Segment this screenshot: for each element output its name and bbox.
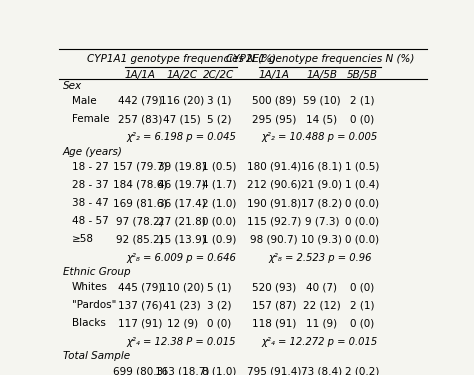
Text: 0 (0.0): 0 (0.0) xyxy=(345,198,379,208)
Text: 520 (93): 520 (93) xyxy=(252,282,296,292)
Text: χ²₂ = 6.198 p = 0.045: χ²₂ = 6.198 p = 0.045 xyxy=(127,132,237,142)
Text: 39 (19.8): 39 (19.8) xyxy=(158,162,206,172)
Text: 0 (0): 0 (0) xyxy=(350,114,374,124)
Text: 40 (7): 40 (7) xyxy=(306,282,337,292)
Text: 118 (91): 118 (91) xyxy=(252,318,296,328)
Text: Whites: Whites xyxy=(72,282,108,292)
Text: 2 (1): 2 (1) xyxy=(350,300,374,310)
Text: 1A/1A: 1A/1A xyxy=(259,70,290,80)
Text: 1A/1A: 1A/1A xyxy=(125,70,155,80)
Text: Age (years): Age (years) xyxy=(63,147,123,157)
Text: 73 (8.4): 73 (8.4) xyxy=(301,366,343,375)
Text: 4 (1.7): 4 (1.7) xyxy=(202,180,237,190)
Text: χ²₈ = 6.009 p = 0.646: χ²₈ = 6.009 p = 0.646 xyxy=(127,253,237,262)
Text: 163 (18.7): 163 (18.7) xyxy=(155,366,210,375)
Text: 0 (0): 0 (0) xyxy=(350,282,374,292)
Text: 9 (7.3): 9 (7.3) xyxy=(305,216,339,226)
Text: 46 (19.7): 46 (19.7) xyxy=(158,180,206,190)
Text: 3 (1): 3 (1) xyxy=(207,96,231,106)
Text: 2C/2C: 2C/2C xyxy=(203,70,235,80)
Text: 11 (9): 11 (9) xyxy=(306,318,337,328)
Text: 98 (90.7): 98 (90.7) xyxy=(250,234,298,244)
Text: 41 (23): 41 (23) xyxy=(164,300,201,310)
Text: 0 (0.0): 0 (0.0) xyxy=(345,216,379,226)
Text: 22 (12): 22 (12) xyxy=(303,300,341,310)
Text: 157 (79.7): 157 (79.7) xyxy=(113,162,167,172)
Text: 38 - 47: 38 - 47 xyxy=(72,198,109,208)
Text: 180 (91.4): 180 (91.4) xyxy=(247,162,301,172)
Text: 1 (0.9): 1 (0.9) xyxy=(202,234,236,244)
Text: 442 (79): 442 (79) xyxy=(118,96,162,106)
Text: 17 (8.2): 17 (8.2) xyxy=(301,198,343,208)
Text: 295 (95): 295 (95) xyxy=(252,114,296,124)
Text: CYP2E1 genotype frequencies N (%): CYP2E1 genotype frequencies N (%) xyxy=(226,54,414,64)
Text: 157 (87): 157 (87) xyxy=(252,300,296,310)
Text: 1 (0.5): 1 (0.5) xyxy=(202,162,236,172)
Text: ≥58: ≥58 xyxy=(72,234,94,244)
Text: 5 (1): 5 (1) xyxy=(207,282,231,292)
Text: Female: Female xyxy=(72,114,109,124)
Text: Total Sample: Total Sample xyxy=(63,351,130,361)
Text: 0 (0.0): 0 (0.0) xyxy=(202,216,236,226)
Text: 699 (80.3): 699 (80.3) xyxy=(113,366,167,375)
Text: 10 (9.3): 10 (9.3) xyxy=(301,234,342,244)
Text: 500 (89): 500 (89) xyxy=(252,96,296,106)
Text: Ethnic Group: Ethnic Group xyxy=(63,267,130,277)
Text: 0 (0): 0 (0) xyxy=(350,318,374,328)
Text: 14 (5): 14 (5) xyxy=(306,114,337,124)
Text: χ²₄ = 12.38 P = 0.015: χ²₄ = 12.38 P = 0.015 xyxy=(127,337,236,346)
Text: 184 (78.6): 184 (78.6) xyxy=(113,180,167,190)
Text: 12 (9): 12 (9) xyxy=(167,318,198,328)
Text: 110 (20): 110 (20) xyxy=(160,282,204,292)
Text: 8 (1.0): 8 (1.0) xyxy=(202,366,236,375)
Text: χ²₄ = 12.272 p = 0.015: χ²₄ = 12.272 p = 0.015 xyxy=(262,337,378,346)
Text: 169 (81.6): 169 (81.6) xyxy=(113,198,167,208)
Text: 16 (8.1): 16 (8.1) xyxy=(301,162,343,172)
Text: 1A/2C: 1A/2C xyxy=(167,70,198,80)
Text: 2 (0.2): 2 (0.2) xyxy=(345,366,380,375)
Text: 3 (2): 3 (2) xyxy=(207,300,231,310)
Text: 1A/5B: 1A/5B xyxy=(306,70,337,80)
Text: 2 (1.0): 2 (1.0) xyxy=(202,198,236,208)
Text: 5 (2): 5 (2) xyxy=(207,114,231,124)
Text: χ²₂ = 10.488 p = 0.005: χ²₂ = 10.488 p = 0.005 xyxy=(262,132,378,142)
Text: 257 (83): 257 (83) xyxy=(118,114,162,124)
Text: 190 (91.8): 190 (91.8) xyxy=(247,198,301,208)
Text: 97 (78.2): 97 (78.2) xyxy=(116,216,164,226)
Text: 1 (0.4): 1 (0.4) xyxy=(345,180,380,190)
Text: CYP1A1 genotype frequencies N (%): CYP1A1 genotype frequencies N (%) xyxy=(87,54,276,64)
Text: 445 (79): 445 (79) xyxy=(118,282,162,292)
Text: Sex: Sex xyxy=(63,81,82,91)
Text: 27 (21.8): 27 (21.8) xyxy=(158,216,206,226)
Text: 18 - 27: 18 - 27 xyxy=(72,162,109,172)
Text: 5B/5B: 5B/5B xyxy=(347,70,378,80)
Text: 0 (0.0): 0 (0.0) xyxy=(345,234,379,244)
Text: 116 (20): 116 (20) xyxy=(160,96,204,106)
Text: 36 (17.4): 36 (17.4) xyxy=(158,198,206,208)
Text: 117 (91): 117 (91) xyxy=(118,318,162,328)
Text: 28 - 37: 28 - 37 xyxy=(72,180,109,190)
Text: 2 (1): 2 (1) xyxy=(350,96,374,106)
Text: 1 (0.5): 1 (0.5) xyxy=(345,162,380,172)
Text: "Pardos": "Pardos" xyxy=(72,300,117,310)
Text: 137 (76): 137 (76) xyxy=(118,300,162,310)
Text: 212 (90.6): 212 (90.6) xyxy=(247,180,301,190)
Text: Blacks: Blacks xyxy=(72,318,106,328)
Text: 15 (13.9): 15 (13.9) xyxy=(158,234,206,244)
Text: 48 - 57: 48 - 57 xyxy=(72,216,109,226)
Text: χ²₈ = 2.523 p = 0.96: χ²₈ = 2.523 p = 0.96 xyxy=(268,253,372,262)
Text: Male: Male xyxy=(72,96,97,106)
Text: 59 (10): 59 (10) xyxy=(303,96,341,106)
Text: 0 (0): 0 (0) xyxy=(207,318,231,328)
Text: 795 (91.4): 795 (91.4) xyxy=(247,366,301,375)
Text: 47 (15): 47 (15) xyxy=(164,114,201,124)
Text: 21 (9.0): 21 (9.0) xyxy=(301,180,342,190)
Text: 115 (92.7): 115 (92.7) xyxy=(247,216,301,226)
Text: 92 (85.2): 92 (85.2) xyxy=(116,234,164,244)
